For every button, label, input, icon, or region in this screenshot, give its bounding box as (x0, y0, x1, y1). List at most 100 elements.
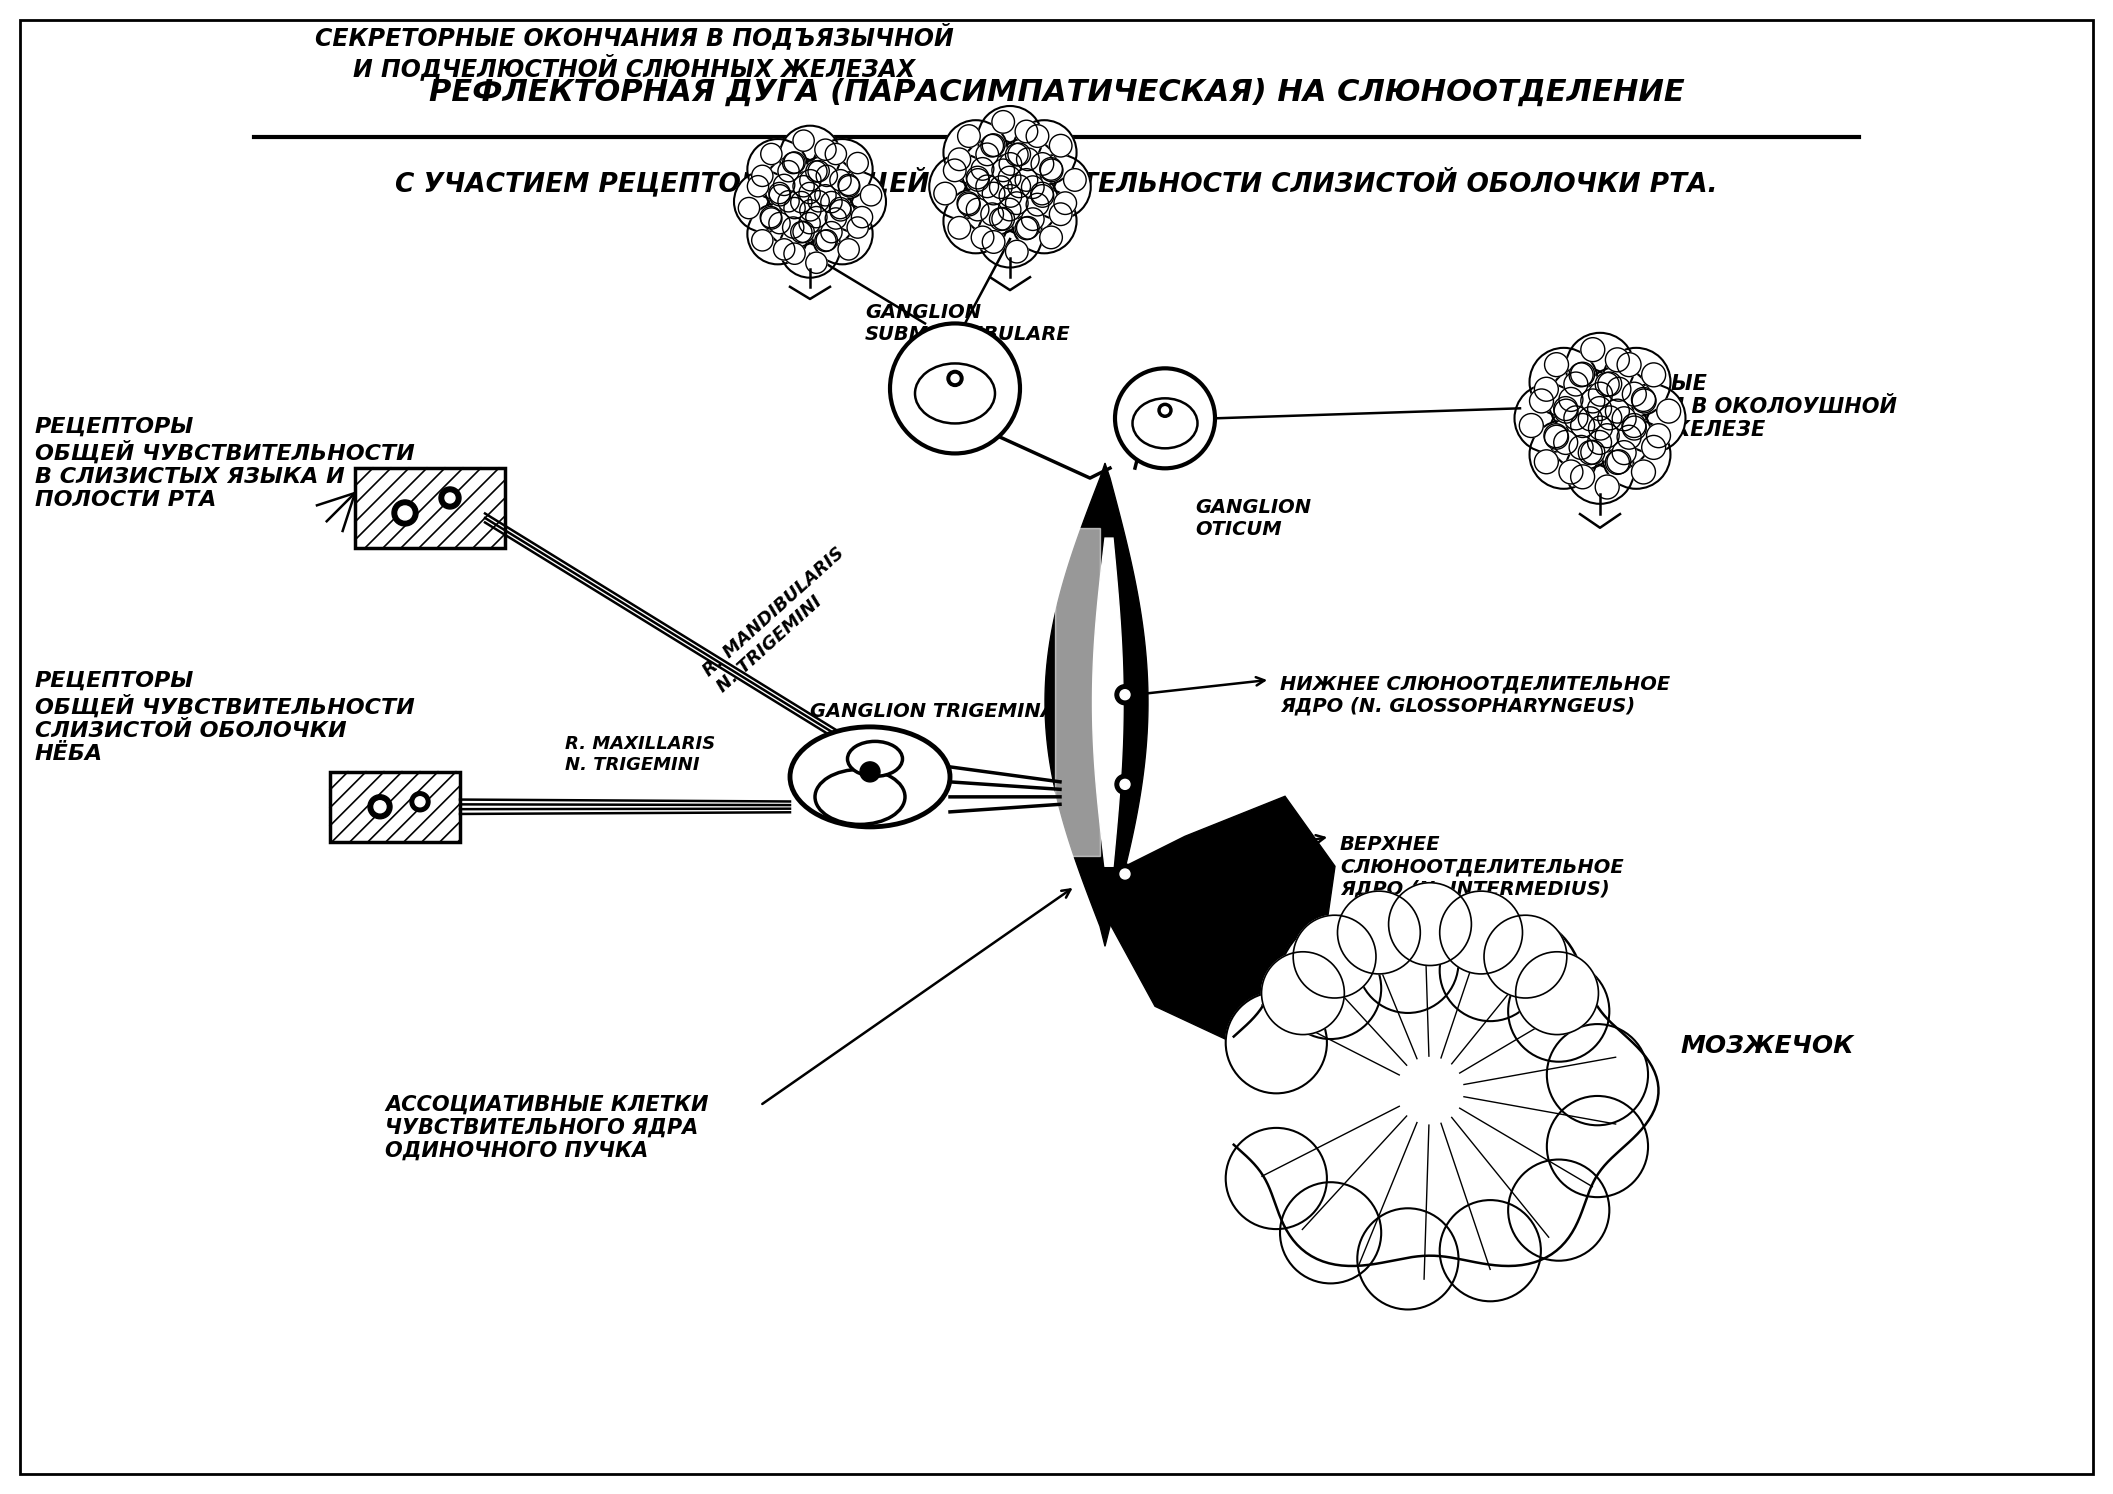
Circle shape (1578, 406, 1602, 430)
Circle shape (1616, 384, 1686, 453)
Circle shape (792, 130, 814, 151)
Circle shape (1116, 369, 1215, 468)
Circle shape (1547, 1097, 1648, 1197)
Circle shape (1158, 403, 1173, 417)
Bar (330, 772, 461, 841)
Circle shape (1012, 120, 1076, 185)
Circle shape (1581, 388, 1604, 412)
Circle shape (816, 230, 837, 251)
Circle shape (991, 208, 1014, 230)
Circle shape (780, 172, 841, 232)
Circle shape (1027, 154, 1090, 220)
Circle shape (1014, 120, 1037, 143)
Circle shape (761, 208, 782, 229)
Circle shape (748, 176, 769, 197)
Circle shape (790, 191, 811, 212)
Circle shape (1027, 125, 1048, 148)
Circle shape (1581, 441, 1604, 465)
Circle shape (999, 185, 1023, 208)
Circle shape (1623, 382, 1646, 406)
Circle shape (1612, 406, 1635, 430)
Circle shape (1338, 890, 1420, 974)
Circle shape (983, 134, 1006, 157)
Circle shape (949, 217, 970, 239)
Circle shape (1631, 460, 1654, 484)
Circle shape (1388, 883, 1471, 965)
Circle shape (805, 206, 826, 227)
Circle shape (410, 792, 431, 811)
Circle shape (1623, 417, 1646, 441)
Circle shape (780, 217, 841, 278)
Text: СЕКРЕТОРНЫЕ
ОКОНЧАНИЯ В ОКОЛОУШНОЙ
СЛЮННОЙ ЖЕЛЕЗЕ: СЕКРЕТОРНЫЕ ОКОНЧАНИЯ В ОКОЛОУШНОЙ СЛЮНН… (1530, 374, 1897, 439)
Circle shape (773, 175, 794, 196)
Text: РЕФЛЕКТОРНАЯ ДУГА (ПАРАСИМПАТИЧЕСКАЯ) НА СЛЮНООТДЕЛЕНИЕ: РЕФЛЕКТОРНАЯ ДУГА (ПАРАСИМПАТИЧЕСКАЯ) НА… (429, 78, 1684, 108)
Circle shape (1570, 362, 1595, 385)
Circle shape (1021, 176, 1044, 199)
Circle shape (752, 230, 773, 251)
Circle shape (1509, 1159, 1610, 1261)
Circle shape (978, 154, 1042, 220)
Circle shape (1293, 916, 1376, 998)
Circle shape (1589, 382, 1612, 406)
Circle shape (752, 166, 773, 187)
Circle shape (799, 182, 820, 203)
Circle shape (1559, 460, 1583, 484)
Circle shape (799, 170, 822, 191)
Circle shape (794, 187, 856, 247)
Circle shape (951, 375, 959, 382)
Circle shape (966, 199, 989, 221)
Circle shape (949, 148, 970, 170)
Circle shape (1012, 188, 1076, 254)
Circle shape (1646, 424, 1671, 448)
Circle shape (847, 152, 868, 173)
Circle shape (1439, 920, 1540, 1020)
Circle shape (748, 139, 807, 200)
Circle shape (1545, 424, 1568, 448)
Circle shape (1016, 217, 1040, 239)
Circle shape (782, 217, 803, 238)
Circle shape (1578, 441, 1602, 465)
Circle shape (792, 221, 814, 242)
Circle shape (1226, 1128, 1327, 1230)
Circle shape (1553, 399, 1578, 423)
Circle shape (1570, 414, 1595, 438)
Circle shape (1040, 157, 1063, 181)
Circle shape (980, 203, 1004, 226)
Circle shape (989, 176, 1012, 199)
Circle shape (397, 506, 412, 520)
Circle shape (1040, 226, 1063, 248)
Circle shape (1054, 191, 1076, 215)
Circle shape (1595, 475, 1619, 499)
Circle shape (1483, 916, 1568, 998)
Circle shape (993, 139, 1059, 203)
Ellipse shape (915, 363, 995, 423)
Polygon shape (1046, 463, 1147, 946)
Circle shape (1031, 182, 1054, 205)
Circle shape (826, 208, 847, 229)
Text: R. MAXILLARIS
N. TRIGEMINI: R. MAXILLARIS N. TRIGEMINI (564, 735, 714, 774)
Circle shape (1439, 1200, 1540, 1301)
Circle shape (1566, 384, 1633, 453)
Circle shape (1606, 399, 1629, 423)
Circle shape (1606, 378, 1631, 402)
Ellipse shape (816, 769, 904, 825)
Circle shape (957, 125, 980, 148)
Circle shape (852, 206, 873, 227)
Text: GANGLION
OTICUM: GANGLION OTICUM (1196, 499, 1312, 539)
Circle shape (934, 182, 957, 205)
Circle shape (374, 801, 387, 813)
Circle shape (997, 166, 1021, 188)
Circle shape (966, 169, 989, 191)
Circle shape (1642, 363, 1665, 387)
Circle shape (1566, 333, 1633, 402)
Circle shape (980, 134, 1004, 157)
Circle shape (1534, 378, 1557, 402)
Circle shape (816, 166, 837, 187)
Circle shape (1357, 1209, 1458, 1309)
Circle shape (1545, 426, 1568, 450)
Circle shape (816, 139, 837, 160)
Circle shape (1549, 400, 1616, 469)
Circle shape (807, 191, 828, 212)
Circle shape (972, 157, 993, 181)
Circle shape (1553, 430, 1578, 454)
